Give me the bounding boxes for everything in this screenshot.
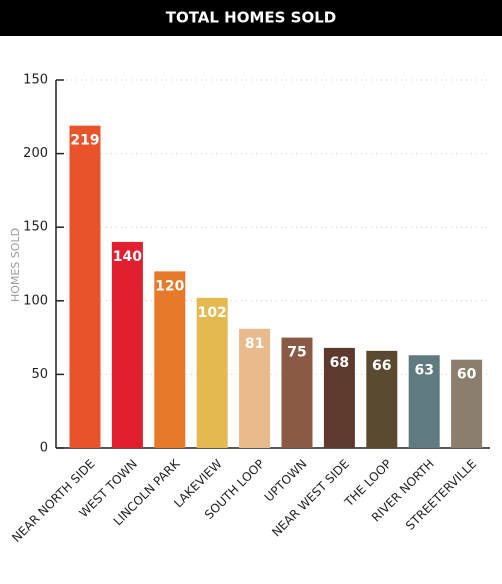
value-label: 219 [70,133,99,149]
chart-title: TOTAL HOMES SOLD [166,9,337,27]
bar [69,125,101,448]
y-tick-label: 200 [23,146,48,161]
x-tick-label: NEAR WEST SIDE [269,457,352,540]
bar [366,350,398,448]
title-bar [0,0,502,36]
bar [281,337,313,448]
y-tick-label: 150 [23,220,48,235]
x-tick-label: NEAR NORTH SIDE [9,457,97,545]
bar [323,347,355,448]
value-label: 140 [113,249,142,265]
bar [408,355,440,448]
value-label: 63 [414,362,433,378]
value-label: 81 [245,336,264,352]
value-label: 60 [457,367,477,383]
bar [239,328,271,448]
value-label: 66 [372,358,391,374]
y-tick-label: 50 [31,367,48,382]
value-label: 120 [155,278,184,294]
bar [451,359,483,448]
y-tick-label: 0 [40,441,48,456]
value-label: 75 [287,345,306,361]
bar [196,297,228,448]
value-label: 102 [198,305,227,321]
bar [111,241,143,448]
y-axis-label: HOMES SOLD [9,228,22,302]
value-label: 68 [330,355,349,371]
bar [154,271,186,448]
y-tick-label: 100 [23,293,48,308]
y-tick-label: 150 [23,73,48,88]
